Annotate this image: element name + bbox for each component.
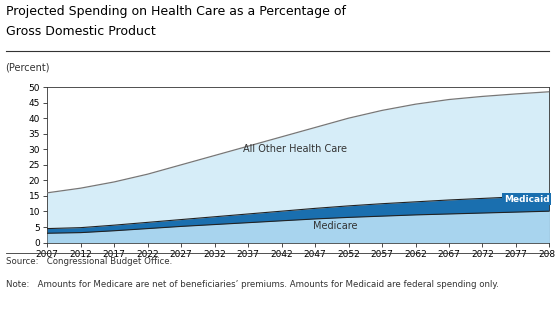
Text: Projected Spending on Health Care as a Percentage of: Projected Spending on Health Care as a P… [6,5,346,18]
Text: Note:   Amounts for Medicare are net of beneficiaries’ premiums. Amounts for Med: Note: Amounts for Medicare are net of be… [6,280,498,289]
Text: All Other Health Care: All Other Health Care [243,144,347,154]
Text: Medicare: Medicare [313,221,357,231]
Text: Source:   Congressional Budget Office.: Source: Congressional Budget Office. [6,257,172,266]
Text: Gross Domestic Product: Gross Domestic Product [6,25,155,38]
Text: (Percent): (Percent) [6,62,50,72]
Text: Medicaid: Medicaid [504,195,549,203]
